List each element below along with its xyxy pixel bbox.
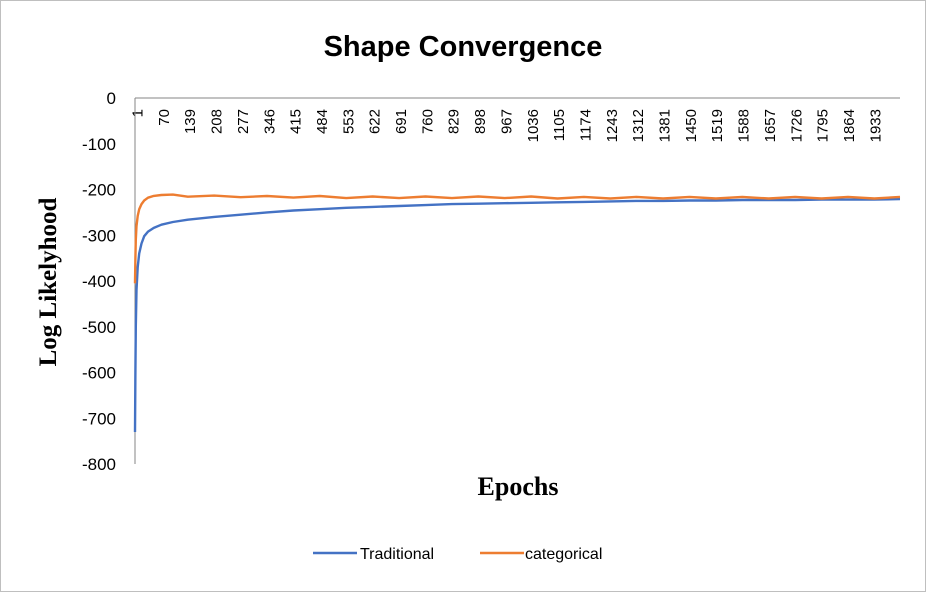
x-tick-label: 622: [367, 109, 384, 134]
legend-label: categorical: [525, 546, 602, 563]
x-tick-label: 1864: [841, 109, 858, 142]
x-tick-label: 208: [209, 109, 226, 134]
y-tick-label: -800: [82, 455, 116, 474]
x-tick-label: 1726: [788, 109, 805, 142]
x-tick-label: 1312: [630, 109, 647, 142]
x-tick-label: 1795: [815, 109, 832, 142]
x-tick-label: 70: [156, 109, 173, 126]
y-tick-label: 0: [107, 89, 116, 108]
series-group: [133, 193, 901, 433]
x-tick-label: 1243: [604, 109, 621, 142]
y-axis-label: Log Likelyhood: [35, 198, 62, 367]
x-tick-label: 967: [498, 109, 515, 134]
y-tick-label: -600: [82, 364, 116, 383]
x-tick-label: 1933: [867, 109, 884, 142]
x-tick-label: 484: [314, 109, 331, 134]
x-tick-label: 760: [419, 109, 436, 134]
x-tick-label: 1: [130, 109, 147, 117]
y-tick-label: -400: [82, 272, 116, 291]
y-tick-label: -100: [82, 135, 116, 154]
x-tick-label: 829: [446, 109, 463, 134]
x-tick-label: 1036: [525, 109, 542, 142]
y-tick-label: -500: [82, 318, 116, 337]
x-tick-label: 139: [182, 109, 199, 134]
x-tick-label: 1588: [736, 109, 753, 142]
x-tick-label: 277: [235, 109, 252, 134]
legend-label: Traditional: [360, 546, 434, 563]
series-line-categorical: [133, 193, 901, 284]
x-tick-label: 898: [472, 109, 489, 134]
y-tick-label: -200: [82, 181, 116, 200]
x-tick-label: 1174: [577, 109, 594, 141]
x-tick-label: 1657: [762, 109, 779, 142]
x-tick-label: 553: [340, 109, 357, 134]
y-tick-labels: 0 -100 -200 -300 -400 -500 -600 -700 -800: [82, 89, 116, 474]
x-tick-label: 1105: [551, 109, 568, 141]
chart-title: Shape Convergence: [324, 31, 603, 63]
x-tick-label: 1519: [709, 109, 726, 142]
y-tick-label: -700: [82, 409, 116, 428]
series-line-traditional: [133, 197, 901, 433]
x-tick-labels: 1 70 139 208 277 346 415 484 553 622 691 760 829 898 9…: [130, 109, 885, 142]
x-tick-label: 346: [261, 109, 278, 134]
x-axis-label: Epochs: [478, 472, 559, 501]
y-tick-label: -300: [82, 226, 116, 245]
x-tick-label: 415: [288, 109, 305, 134]
x-tick-label: 691: [393, 109, 410, 134]
x-tick-label: 1381: [657, 109, 674, 142]
x-tick-label: 1450: [683, 109, 700, 142]
legend: Traditional categorical: [313, 546, 602, 563]
